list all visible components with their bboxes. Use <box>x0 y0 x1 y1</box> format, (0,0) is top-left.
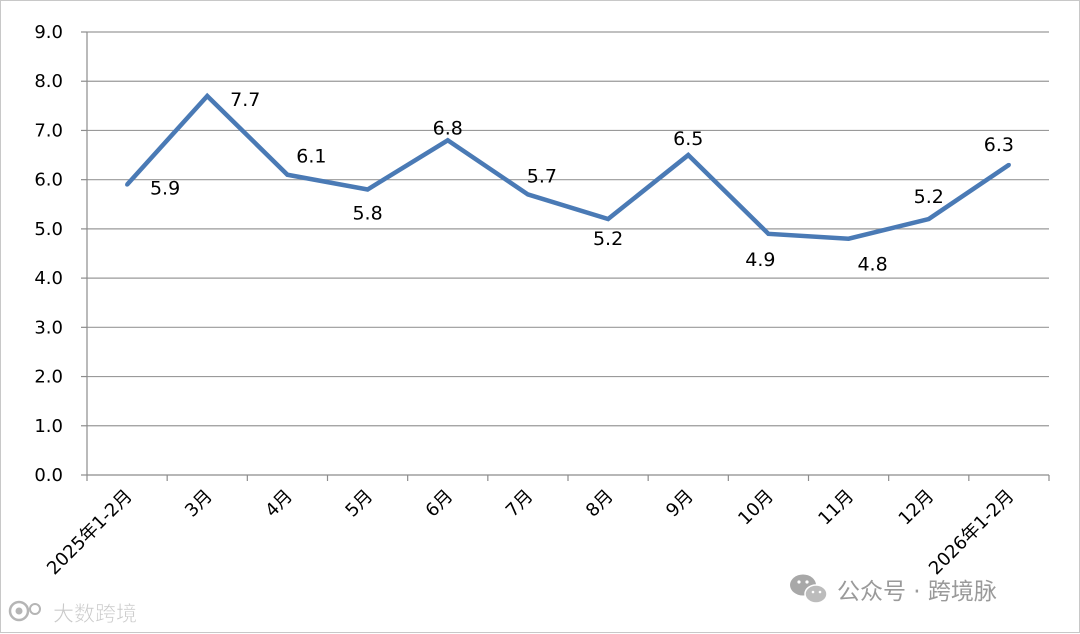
data-label: 5.9 <box>150 178 180 200</box>
x-tick-label: 12月 <box>895 486 939 530</box>
corner-logo-icon <box>8 600 41 622</box>
y-tick-label: 4.0 <box>34 268 63 289</box>
y-tick-label: 8.0 <box>34 71 63 92</box>
data-label: 5.2 <box>914 186 944 208</box>
wechat-watermark: 公众号 · 跨境脉 <box>790 574 997 605</box>
data-point <box>205 93 210 98</box>
y-tick-label: 5.0 <box>34 219 63 240</box>
data-point <box>365 187 370 192</box>
x-tick-labels: 2025年1-2月 3月 4月 5月 6月 7月 8月 9月 10月 11月 12月2026年1-2… <box>43 486 1018 579</box>
y-tick-label: 0.0 <box>34 465 63 486</box>
data-labels: 5.9 7.7 6.1 5.8 6.8 5.7 5.2 6.5 4.9 4.8 5.2 6.3 <box>150 89 1014 276</box>
data-label: 5.7 <box>527 165 557 187</box>
corner-watermark-text: 大数跨境 <box>53 602 137 626</box>
x-tick-label: 3月 <box>181 486 217 522</box>
y-tick-label: 2.0 <box>34 367 63 388</box>
data-point <box>926 217 931 222</box>
corner-watermark: 大数跨境 <box>8 600 137 626</box>
data-label: 7.7 <box>230 89 260 111</box>
x-tick-label: 5月 <box>341 486 377 522</box>
x-tick-label: 2025年1-2月 <box>43 486 136 579</box>
data-point <box>125 182 130 187</box>
series-line <box>125 92 1011 242</box>
data-label: 6.8 <box>433 117 463 139</box>
data-point <box>606 217 611 222</box>
data-label: 6.1 <box>296 146 326 168</box>
series-line-path <box>125 92 1011 242</box>
x-tick-label: 6月 <box>422 486 458 522</box>
x-tick-label: 9月 <box>662 486 698 522</box>
data-label: 5.2 <box>593 228 623 250</box>
data-label: 5.8 <box>352 203 382 225</box>
data-label: 6.5 <box>673 128 703 150</box>
wechat-icon <box>790 574 828 604</box>
data-point <box>766 231 771 236</box>
data-point <box>525 192 530 197</box>
y-tick-label: 1.0 <box>34 416 63 437</box>
x-tick-label: 2026年1-2月 <box>925 486 1018 579</box>
data-point <box>445 138 450 143</box>
y-tick-label: 9.0 <box>34 22 63 43</box>
x-tick-label: 10月 <box>734 486 778 530</box>
data-point <box>1006 162 1011 167</box>
wechat-watermark-text: 公众号 · 跨境脉 <box>837 579 997 605</box>
grid-lines <box>87 31 1049 427</box>
x-tick-label: 8月 <box>582 486 618 522</box>
axes <box>81 31 1050 481</box>
data-label: 4.8 <box>857 254 887 276</box>
data-point <box>285 172 290 177</box>
data-point <box>846 236 851 241</box>
y-tick-label: 7.0 <box>34 120 63 141</box>
y-tick-label: 6.0 <box>34 170 63 191</box>
x-tick-label: 7月 <box>502 486 538 522</box>
data-label: 4.9 <box>745 249 775 271</box>
y-tick-label: 3.0 <box>34 317 63 338</box>
y-tick-labels: 0.0 1.0 2.0 3.0 4.0 5.0 6.0 7.0 8.0 9.0 <box>34 22 63 486</box>
x-tick-label: 4月 <box>261 486 297 522</box>
data-label: 6.3 <box>984 134 1014 156</box>
data-point <box>686 153 691 158</box>
x-tick-label: 11月 <box>814 486 858 530</box>
